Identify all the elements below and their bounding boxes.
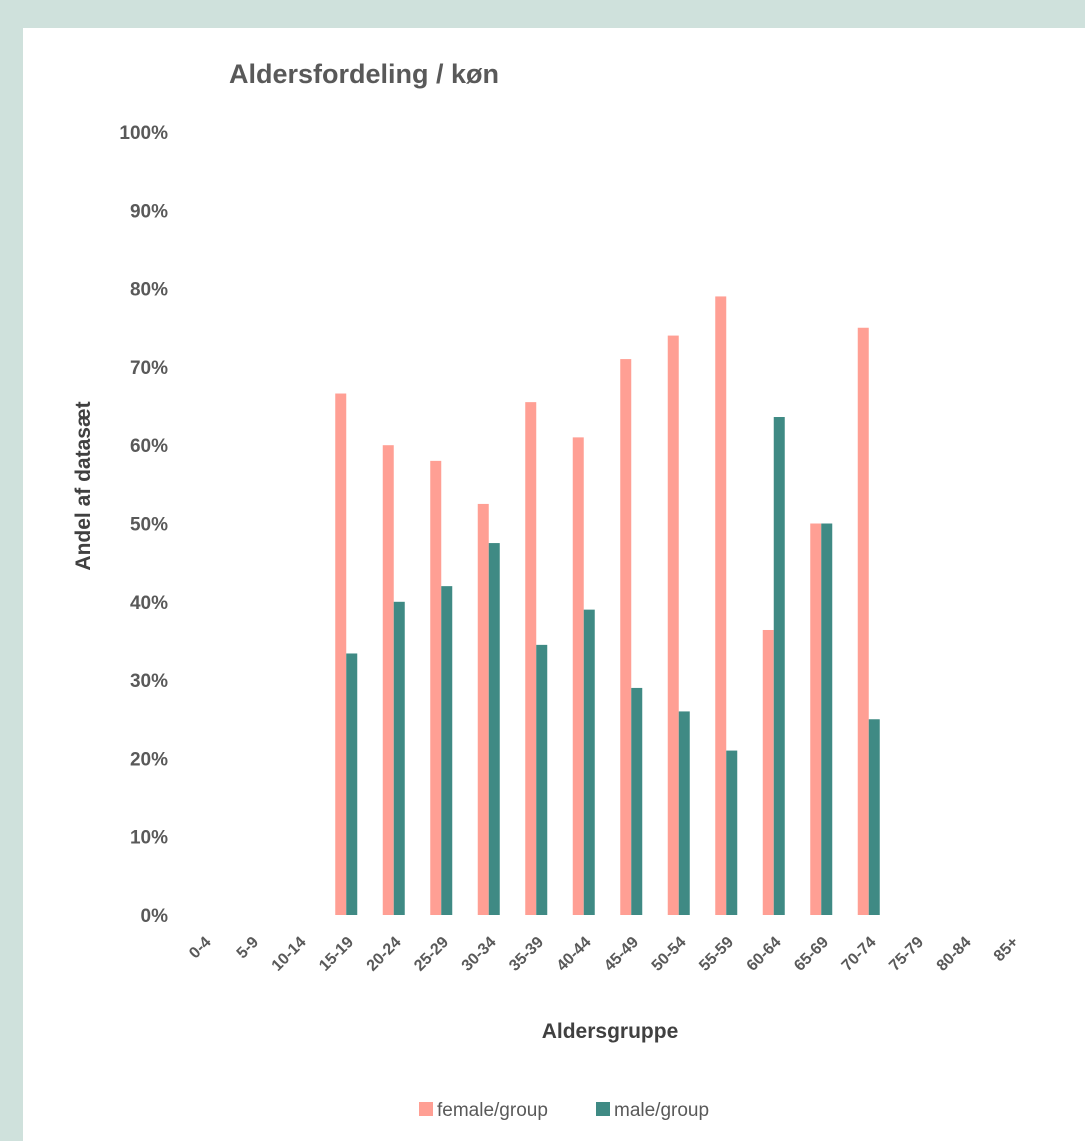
- y-axis-ticks: 0% 10% 20% 30% 40% 50% 60% 70% 80% 90% 100%: [119, 123, 168, 927]
- bar-male: [678, 711, 690, 915]
- bar-male: [536, 644, 548, 915]
- x-tick-label: 10-14: [269, 934, 310, 975]
- x-tick-label: 30-34: [459, 934, 500, 975]
- legend-label-female: female/group: [437, 1100, 548, 1121]
- x-tick-label: 60-64: [744, 934, 785, 975]
- bar-female: [667, 335, 679, 916]
- chart-title: Aldersfordeling / køn: [229, 59, 499, 89]
- bar-series: [335, 296, 880, 916]
- x-tick-label: 80-84: [934, 934, 975, 975]
- y-tick-label: 90%: [130, 201, 168, 222]
- x-tick-label: 50-54: [649, 934, 690, 975]
- x-tick-label: 25-29: [411, 934, 452, 975]
- bar-female: [715, 296, 727, 915]
- x-tick-label: 5-9: [234, 934, 262, 962]
- bar-male: [821, 523, 833, 915]
- x-tick-label: 55-59: [696, 934, 737, 975]
- y-tick-label: 70%: [130, 358, 168, 379]
- x-tick-label: 40-44: [554, 934, 595, 975]
- x-tick-label: 0-4: [186, 934, 214, 962]
- x-tick-label: 15-19: [316, 934, 357, 975]
- bar-female: [525, 402, 537, 915]
- bar-male: [441, 586, 453, 915]
- y-tick-label: 60%: [130, 436, 168, 457]
- bar-female: [335, 393, 347, 916]
- x-axis-label: Aldersgruppe: [542, 1020, 679, 1043]
- x-tick-label: 20-24: [364, 934, 405, 975]
- bar-female: [382, 445, 394, 915]
- x-tick-label: 65-69: [791, 934, 832, 975]
- bar-female: [477, 503, 489, 915]
- y-tick-label: 20%: [130, 749, 168, 770]
- x-tick-label: 75-79: [886, 934, 927, 975]
- bar-male: [583, 609, 595, 915]
- bar-male: [773, 417, 785, 915]
- bar-male: [488, 543, 500, 915]
- y-tick-label: 50%: [130, 515, 168, 536]
- bar-male: [868, 719, 880, 915]
- bar-female: [572, 437, 584, 915]
- y-axis-label: Andel af datasæt: [72, 401, 95, 570]
- bar-female: [430, 460, 442, 915]
- x-tick-label: 85+: [991, 934, 1022, 965]
- bar-chart: Aldersfordeling / køn Andel af datasæt A…: [72, 59, 1022, 1121]
- chart-panel: Aldersfordeling / køn Andel af datasæt A…: [23, 28, 1085, 1141]
- y-tick-label: 0%: [141, 906, 169, 927]
- bar-male: [726, 750, 738, 915]
- x-axis-ticks: 0-4 5-9 10-14 15-19 20-24 25-29 30-34 35-39 40-4…: [186, 934, 1022, 975]
- legend-swatch-male: [596, 1102, 610, 1116]
- bar-male: [393, 601, 405, 915]
- x-tick-label: 35-39: [506, 934, 547, 975]
- legend-label-male: male/group: [614, 1100, 709, 1121]
- bar-female: [762, 629, 774, 915]
- legend: female/group male/group: [419, 1100, 709, 1121]
- x-tick-label: 45-49: [601, 934, 642, 975]
- legend-swatch-female: [419, 1102, 433, 1116]
- y-tick-label: 100%: [119, 123, 168, 144]
- y-tick-label: 30%: [130, 671, 168, 692]
- bar-male: [346, 653, 358, 915]
- bar-female: [857, 327, 869, 915]
- y-tick-label: 40%: [130, 593, 168, 614]
- y-tick-label: 10%: [130, 828, 168, 849]
- bar-female: [810, 523, 822, 915]
- y-tick-label: 80%: [130, 280, 168, 301]
- x-tick-label: 70-74: [839, 934, 880, 975]
- bar-male: [631, 687, 643, 915]
- bar-female: [620, 359, 632, 915]
